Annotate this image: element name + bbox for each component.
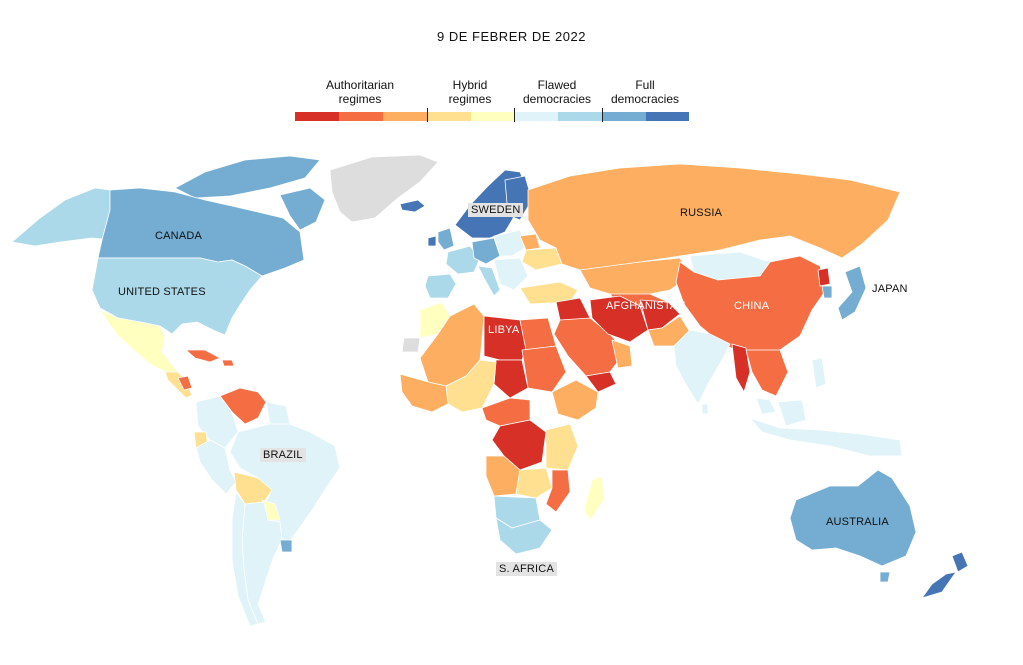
legend-label-hybrid: Hybrid regimes <box>448 78 492 106</box>
peru <box>195 439 237 495</box>
libya <box>483 315 527 361</box>
legend-swatch-auth-2 <box>339 112 383 121</box>
myanmar <box>731 343 751 393</box>
greenland <box>329 154 439 223</box>
belarus <box>519 233 541 251</box>
philippines <box>811 357 827 389</box>
china <box>675 255 827 357</box>
legend-swatch-flawed-1 <box>514 112 558 121</box>
kazakhstan <box>579 257 691 297</box>
drc <box>491 419 547 471</box>
cuba <box>185 349 221 363</box>
yemen <box>585 371 617 393</box>
sri-lanka <box>701 403 709 415</box>
country-label-australia: AUSTRALIA <box>826 516 889 528</box>
west-sahara <box>401 337 421 353</box>
country-label-china: CHINA <box>734 300 770 312</box>
turkey <box>519 281 579 305</box>
legend-separator <box>602 108 603 122</box>
tasmania <box>879 571 891 583</box>
thailand-indochina <box>745 349 789 397</box>
central-america <box>164 371 193 399</box>
borneo <box>777 399 807 427</box>
australia <box>789 469 917 567</box>
niger-nigeria <box>445 359 497 413</box>
uk <box>437 227 455 251</box>
kenya-tanzania <box>545 423 579 471</box>
afghanistan <box>639 299 681 331</box>
ukraine <box>521 247 563 271</box>
country-label-canada: CANADA <box>155 230 203 242</box>
russia <box>527 163 901 271</box>
hispaniola <box>221 359 235 367</box>
venezuela <box>219 387 267 425</box>
country-label-brazil: BRAZIL <box>260 448 306 462</box>
oman-gulf <box>611 339 633 369</box>
chad <box>493 359 529 399</box>
poland-baltics <box>493 229 529 257</box>
legend-label-full: Full democracies <box>610 78 680 106</box>
country-label-japan: JAPAN <box>872 283 908 295</box>
japan <box>837 265 867 321</box>
zambia-zimbabwe <box>515 467 553 499</box>
egypt <box>519 317 557 351</box>
canada-arctic <box>174 155 321 199</box>
baffin <box>279 187 326 231</box>
legend-swatch-hybrid-2 <box>471 112 514 121</box>
legend-swatch-auth-3 <box>383 112 427 121</box>
legend-swatch-full-2 <box>646 112 689 121</box>
country-label-united-states: UNITED STATES <box>118 286 206 298</box>
sudan <box>521 345 567 393</box>
ireland <box>427 235 437 247</box>
new-zealand-north <box>951 551 969 573</box>
brazil <box>229 423 341 549</box>
mozambique <box>545 469 571 513</box>
mexico <box>99 309 179 373</box>
country-label-russia: RUSSIA <box>680 207 723 219</box>
legend-separator <box>427 108 428 122</box>
legend-separator <box>514 108 515 122</box>
map-date: 9 DE FEBRER DE 2022 <box>437 29 586 44</box>
balkans <box>493 257 529 291</box>
india <box>673 329 731 405</box>
west-africa <box>399 373 449 413</box>
uruguay <box>279 539 293 553</box>
france-benelux <box>445 245 481 275</box>
iran <box>589 295 649 343</box>
indonesia <box>749 417 903 457</box>
malaysia <box>755 397 777 415</box>
legend-swatch-auth-1 <box>295 112 339 121</box>
chile <box>231 491 259 627</box>
iberia <box>424 273 457 299</box>
germany-central <box>471 237 501 265</box>
new-zealand-south <box>921 571 957 599</box>
south-africa <box>495 517 553 555</box>
country-label-afghanistan: AFGHANISTAN <box>606 300 686 312</box>
iceland <box>399 199 426 213</box>
north-korea <box>817 267 831 287</box>
country-label-sweden: SWEDEN <box>468 203 524 217</box>
italy <box>477 265 501 297</box>
ethiopia-somalia <box>551 379 599 421</box>
country-label-south-africa: S. AFRICA <box>496 562 557 576</box>
country-label-libya: LIBYA <box>488 324 520 336</box>
madagascar <box>583 475 605 521</box>
legend-swatch-full-1 <box>602 112 646 121</box>
world-map <box>11 154 969 627</box>
nicaragua <box>177 375 193 391</box>
legend-label-authoritarian: Authoritarian regimes <box>325 78 395 106</box>
legend-swatch-hybrid-1 <box>427 112 471 121</box>
legend-label-flawed: Flawed democracies <box>522 78 592 106</box>
alaska <box>11 187 113 247</box>
south-korea <box>821 285 833 299</box>
guianas <box>265 401 291 425</box>
legend-swatch-flawed-2 <box>558 112 602 121</box>
